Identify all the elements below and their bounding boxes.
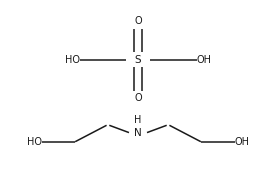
Text: O: O	[134, 93, 142, 103]
Text: OH: OH	[196, 55, 211, 65]
Text: HO: HO	[65, 55, 80, 65]
Text: OH: OH	[234, 137, 249, 147]
Text: HO: HO	[27, 137, 42, 147]
Text: S: S	[135, 55, 141, 65]
Text: H: H	[134, 115, 142, 125]
Text: O: O	[134, 16, 142, 26]
Text: N: N	[134, 128, 142, 138]
